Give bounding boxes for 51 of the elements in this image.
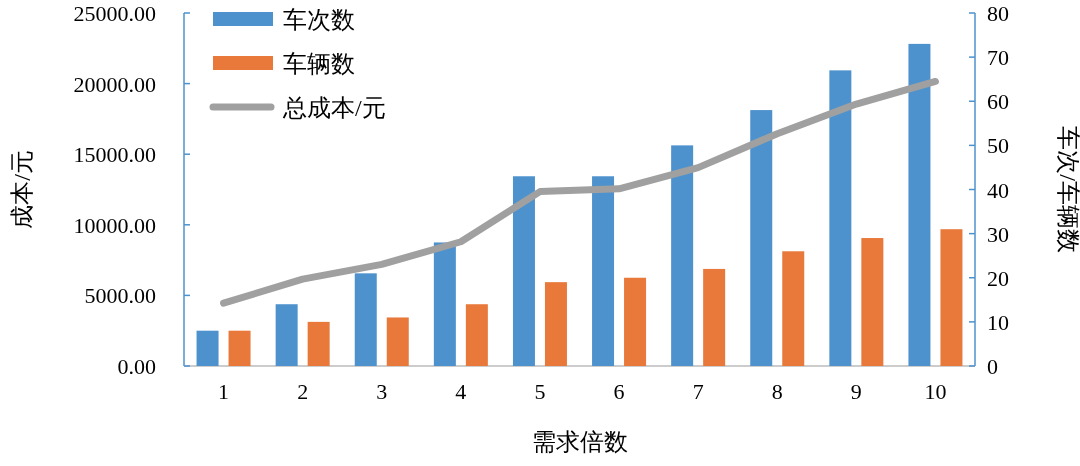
bar bbox=[592, 176, 615, 366]
x-tick-label: 3 bbox=[376, 379, 388, 404]
bar bbox=[228, 330, 251, 366]
y2-tick-label: 30 bbox=[987, 221, 1009, 247]
x-tick-label: 10 bbox=[924, 379, 947, 404]
bar bbox=[307, 321, 330, 366]
bar bbox=[671, 145, 694, 366]
bar bbox=[275, 304, 298, 366]
y2-tick-label: 70 bbox=[987, 45, 1009, 71]
x-tick-label: 1 bbox=[218, 379, 230, 404]
legend-label: 车辆数 bbox=[283, 51, 355, 77]
y2-tick-label: 40 bbox=[987, 177, 1009, 203]
y-tick-label: 5000.00 bbox=[84, 283, 156, 309]
y2-tick-label: 20 bbox=[987, 265, 1009, 291]
y-tick-label: 25000.00 bbox=[73, 1, 156, 26]
y-axis-title: 成本/元 bbox=[9, 150, 35, 229]
bar bbox=[782, 251, 805, 366]
y2-tick-label: 50 bbox=[987, 133, 1009, 159]
bar bbox=[512, 176, 535, 366]
bar bbox=[386, 317, 409, 366]
x-tick-label: 2 bbox=[297, 379, 309, 404]
bar bbox=[703, 268, 726, 366]
x-tick-label: 4 bbox=[455, 379, 467, 404]
bar bbox=[354, 273, 377, 366]
y2-tick-label: 60 bbox=[987, 89, 1009, 115]
bar bbox=[940, 229, 963, 366]
bar bbox=[465, 304, 488, 366]
y-tick-label: 20000.00 bbox=[73, 71, 156, 97]
y-tick-label: 10000.00 bbox=[73, 212, 156, 238]
bar bbox=[624, 277, 647, 366]
x-axis-title: 需求倍数 bbox=[531, 429, 628, 455]
y2-axis-title: 车次/车辆数 bbox=[1055, 126, 1080, 253]
x-tick-label: 5 bbox=[534, 379, 546, 404]
bar bbox=[544, 282, 567, 366]
bar bbox=[433, 242, 456, 366]
bar bbox=[861, 238, 884, 366]
x-tick-label: 6 bbox=[613, 379, 625, 404]
y2-tick-label: 0 bbox=[987, 354, 998, 379]
y2-tick-label: 80 bbox=[987, 1, 1009, 26]
bar bbox=[750, 110, 773, 366]
y-tick-label: 0.00 bbox=[117, 354, 156, 379]
y2-tick-label: 10 bbox=[987, 309, 1009, 335]
legend-label: 总成本/元 bbox=[282, 95, 386, 121]
x-tick-label: 8 bbox=[771, 379, 783, 404]
bar bbox=[196, 330, 219, 366]
bar bbox=[829, 70, 852, 366]
bar bbox=[908, 43, 931, 366]
legend-label: 车次数 bbox=[283, 7, 355, 33]
x-tick-label: 7 bbox=[692, 379, 704, 404]
x-tick-label: 9 bbox=[850, 379, 862, 404]
y-tick-label: 15000.00 bbox=[73, 142, 156, 168]
